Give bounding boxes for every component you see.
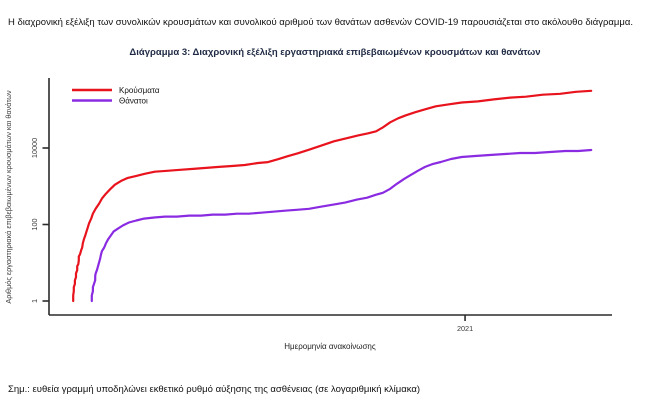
y-tick-label: 1 (30, 299, 39, 303)
legend-label: Κρούσματα (119, 86, 160, 95)
x-axis-ticks: 2021 (457, 315, 473, 333)
chart-title: Διάγραμμα 3: Διαχρονική εξέλιξη εργαστηρ… (129, 47, 541, 58)
x-tick-label: 2021 (457, 324, 473, 333)
chart-series (72, 89, 593, 303)
y-tick-label: 10000 (30, 138, 39, 158)
intro-paragraph: Η διαχρονική εξέλιξη των συνολικών κρουσ… (8, 16, 634, 28)
cases-line (72, 89, 593, 303)
x-axis-title: Ημερομηνία ανακοίνωσης (284, 342, 376, 351)
y-tick-label: 100 (30, 218, 39, 230)
y-axis-title: Αριθμός εργαστηριακά επιβεβαιωμένων κρου… (4, 90, 13, 304)
footnote: Σημ.: ευθεία γραμμή υποδηλώνει εκθετικό … (8, 383, 421, 395)
y-axis-ticks: 1 100 10000 (30, 138, 49, 303)
legend-label: Θάνατοι (119, 96, 148, 105)
deaths-line (90, 148, 593, 303)
